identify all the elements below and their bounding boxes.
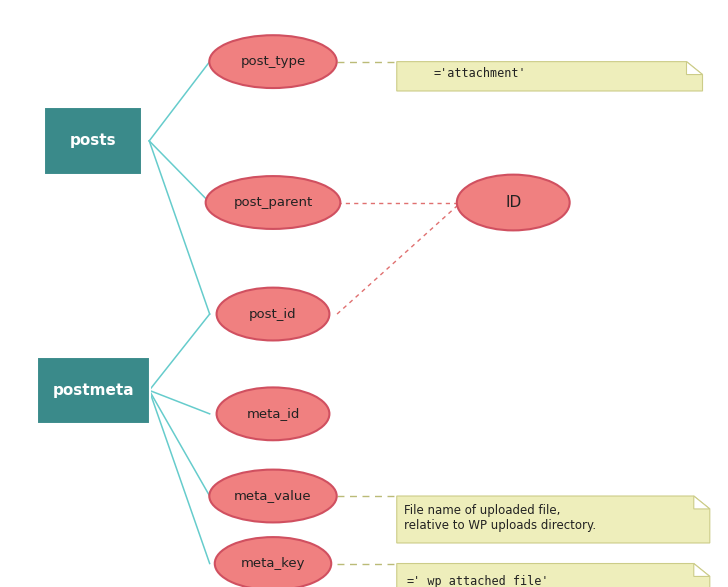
Ellipse shape: [210, 470, 336, 522]
Ellipse shape: [206, 176, 341, 229]
Text: post_type: post_type: [240, 55, 306, 68]
Text: meta_key: meta_key: [241, 557, 305, 570]
Text: ='_wp_attached_file': ='_wp_attached_file': [406, 575, 549, 587]
Polygon shape: [397, 496, 710, 543]
Polygon shape: [687, 62, 703, 75]
Text: meta_id: meta_id: [246, 407, 300, 420]
FancyBboxPatch shape: [44, 107, 143, 175]
Polygon shape: [397, 564, 710, 587]
Polygon shape: [397, 62, 703, 91]
Ellipse shape: [210, 35, 336, 88]
Text: ID: ID: [505, 195, 521, 210]
Ellipse shape: [215, 537, 331, 587]
FancyBboxPatch shape: [37, 356, 150, 424]
Ellipse shape: [457, 175, 569, 230]
Ellipse shape: [217, 288, 330, 340]
Text: meta_value: meta_value: [234, 490, 312, 502]
Polygon shape: [694, 564, 710, 576]
Text: postmeta: postmeta: [52, 383, 134, 398]
Text: post_parent: post_parent: [234, 196, 312, 209]
Text: posts: posts: [70, 133, 116, 149]
Ellipse shape: [217, 387, 330, 440]
Polygon shape: [694, 496, 710, 509]
Text: File name of uploaded file,
relative to WP uploads directory.: File name of uploaded file, relative to …: [404, 504, 596, 532]
Text: post_id: post_id: [249, 308, 297, 321]
Text: ='attachment': ='attachment': [433, 67, 526, 80]
